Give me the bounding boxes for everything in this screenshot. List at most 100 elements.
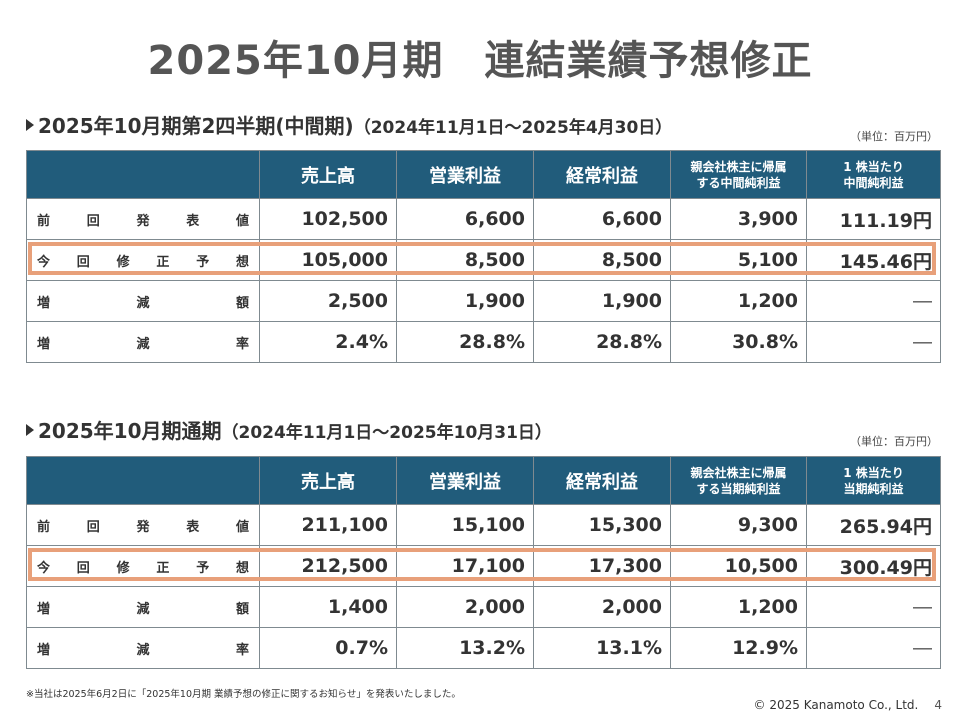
table-cell: 3,900 [670, 198, 807, 240]
table-cell: 2,000 [396, 586, 534, 628]
table-row: 前回発表値 102,500 6,600 6,600 3,900 111.19円 [26, 198, 941, 240]
row-label-char: 今 [37, 254, 51, 270]
section-heading-interim: 2025年10月期第2四半期(中間期)（2024年11月1日～2025年4月30… [26, 110, 672, 139]
table-cell: 2,000 [533, 586, 671, 628]
row-label: 増減率 [26, 321, 260, 363]
table-cell: ― [806, 280, 941, 322]
column-header: 営業利益 [396, 150, 534, 199]
table-row: 増減額 2,500 1,900 1,900 1,200 ― [26, 280, 941, 322]
table-cell: 12.9% [670, 627, 807, 669]
copyright: © 2025 Kanamoto Co., Ltd. 4 [754, 698, 942, 712]
row-label-char: 回 [76, 560, 90, 576]
row-label-char: 予 [196, 560, 210, 576]
row-label-char: 増 [37, 295, 51, 311]
table-cell: 6,600 [396, 198, 534, 240]
row-label-char: 回 [86, 519, 100, 535]
table-cell: 13.1% [533, 627, 671, 669]
row-label-char: 表 [186, 519, 200, 535]
footnote: ※当社は2025年6月2日に「2025年10月期 業績予想の修正に関するお知らせ… [26, 689, 461, 700]
table-cell: 15,100 [396, 504, 534, 546]
table-cell: 1,900 [533, 280, 671, 322]
table-cell: 2.4% [259, 321, 397, 363]
table-cell: ― [806, 627, 941, 669]
table-cell: 0.7% [259, 627, 397, 669]
copyright-text: © 2025 Kanamoto Co., Ltd. [753, 698, 919, 712]
table-cell: 2,500 [259, 280, 397, 322]
row-label-char: 減 [136, 295, 150, 311]
column-header: 経常利益 [533, 150, 671, 199]
row-label-char: 値 [235, 519, 249, 535]
column-header: 親会社株主に帰属 する中間純利益 [670, 150, 807, 199]
row-label-char: 想 [235, 560, 249, 576]
table-cell: ― [806, 321, 941, 363]
row-label-char: 正 [156, 560, 170, 576]
column-header: 親会社株主に帰属 する当期純利益 [670, 456, 807, 505]
unit-label: （単位：百万円） [850, 130, 938, 143]
row-label-char: 修 [116, 254, 130, 270]
row-label-char: 減 [136, 642, 150, 658]
table-cell: 1,900 [396, 280, 534, 322]
table-cell: 1,200 [670, 280, 807, 322]
revised-forecast-highlight [28, 548, 936, 581]
row-label-char: 発 [136, 213, 150, 229]
row-label-char: 値 [235, 213, 249, 229]
row-label-char: 前 [37, 213, 51, 229]
unit-label: （単位：百万円） [850, 435, 938, 448]
row-label-char: 率 [235, 336, 249, 352]
table-cell: 211,100 [259, 504, 397, 546]
table-cell: 1,400 [259, 586, 397, 628]
row-label: 増減額 [26, 280, 260, 322]
table-cell: 15,300 [533, 504, 671, 546]
column-header: 経常利益 [533, 456, 671, 505]
page-title: 2025年10月期 連結業績予想修正 [147, 38, 813, 84]
row-label-char: 増 [37, 601, 51, 617]
row-label-char: 回 [76, 254, 90, 270]
row-label-char: 前 [37, 519, 51, 535]
row-label-char: 増 [37, 642, 51, 658]
row-label: 増減率 [26, 627, 260, 669]
section-title: 2025年10月期第2四半期(中間期) [38, 114, 354, 138]
row-label-char: 想 [235, 254, 249, 270]
row-label-char: 正 [156, 254, 170, 270]
row-label-char: 減 [136, 601, 150, 617]
table-cell: 6,600 [533, 198, 671, 240]
table-cell: 28.8% [396, 321, 534, 363]
table-row: 増減額 1,400 2,000 2,000 1,200 ― [26, 586, 941, 628]
table-cell: 1,200 [670, 586, 807, 628]
header-corner [26, 456, 260, 505]
table-cell: 265.94円 [806, 504, 941, 546]
row-label-char: 表 [186, 213, 200, 229]
row-label: 前回発表値 [26, 504, 260, 546]
row-label: 増減額 [26, 586, 260, 628]
row-label-char: 減 [136, 336, 150, 352]
forecast-table-fullyear: 売上高 営業利益 経常利益 親会社株主に帰属 する当期純利益 1 株当たり 当期純利益 … [26, 456, 941, 669]
triangle-bullet-icon [26, 424, 34, 436]
row-label-char: 予 [196, 254, 210, 270]
section-period: （2024年11月1日～2025年10月31日） [221, 423, 552, 443]
row-label-char: 修 [116, 560, 130, 576]
table-cell: 9,300 [670, 504, 807, 546]
row-label-char: 今 [37, 560, 51, 576]
row-label-char: 増 [37, 336, 51, 352]
table-row: 増減率 2.4% 28.8% 28.8% 30.8% ― [26, 321, 941, 363]
table-cell: 111.19円 [806, 198, 941, 240]
table-cell: 13.2% [396, 627, 534, 669]
column-header: 売上高 [259, 456, 397, 505]
table-cell: 30.8% [670, 321, 807, 363]
row-label-char: 額 [235, 295, 249, 311]
table-row: 前 回 発 表 値 211,100 15,100 15,300 9,300 265.94円 [26, 504, 941, 546]
table-cell: ― [806, 586, 941, 628]
table-cell: 28.8% [533, 321, 671, 363]
revised-forecast-highlight [28, 242, 936, 275]
table-cell: 102,500 [259, 198, 397, 240]
page-number: 4 [934, 698, 942, 712]
column-header: 1 株当たり 中間純利益 [806, 150, 941, 199]
column-header: 売上高 [259, 150, 397, 199]
row-label-char: 率 [235, 642, 249, 658]
row-label-char: 発 [136, 519, 150, 535]
column-header: 1 株当たり 当期純利益 [806, 456, 941, 505]
row-label-char: 回 [86, 213, 100, 229]
row-label: 前回発表値 [26, 198, 260, 240]
triangle-bullet-icon [26, 119, 34, 131]
column-header: 営業利益 [396, 456, 534, 505]
